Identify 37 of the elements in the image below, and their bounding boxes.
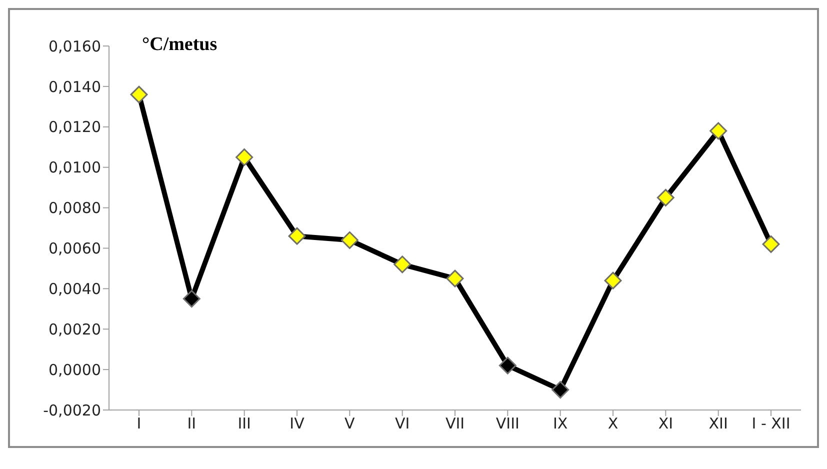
y-tick-label: 0,0020 xyxy=(48,320,101,338)
y-tick-label: 0,0080 xyxy=(48,199,101,218)
y-tick-label: 0,0140 xyxy=(48,78,101,96)
point xyxy=(656,188,674,206)
x-tick-label: X xyxy=(608,414,618,433)
point xyxy=(182,290,200,308)
y-tick-label: 0,0040 xyxy=(48,280,101,298)
y-tick-label: -0,0020 xyxy=(43,401,101,420)
x-tick-label: IX xyxy=(552,414,568,433)
y-tick-label: 0,0060 xyxy=(48,240,101,258)
point xyxy=(446,270,464,288)
point xyxy=(762,235,780,253)
point xyxy=(498,356,516,374)
point xyxy=(236,148,254,166)
point xyxy=(340,231,358,249)
y-tick-label: 0,0120 xyxy=(48,118,101,136)
x-tick-label: XII xyxy=(708,414,728,433)
point xyxy=(710,122,728,140)
x-tick-label: VIII xyxy=(496,414,520,433)
point xyxy=(552,381,570,399)
y-tick-label: 0,0000 xyxy=(48,360,101,379)
x-tick-label: V xyxy=(344,414,356,433)
point xyxy=(130,86,148,104)
y-tick-label: 0,0100 xyxy=(48,158,101,177)
x-tick-label: I xyxy=(136,414,142,433)
x-tick-label: VI xyxy=(394,414,410,433)
x-tick-label: VII xyxy=(445,414,465,433)
y-axis-title: °C/metus xyxy=(142,34,218,56)
point xyxy=(288,227,306,245)
x-tick-label: III xyxy=(238,414,251,433)
y-tick-label: 0,0160 xyxy=(48,37,101,56)
x-tick-label: I - XII xyxy=(752,414,790,433)
x-tick-label: II xyxy=(187,414,196,433)
point xyxy=(604,272,622,290)
x-tick-label: IV xyxy=(290,414,306,433)
x-tick-label: XI xyxy=(658,414,674,433)
point xyxy=(394,256,412,274)
